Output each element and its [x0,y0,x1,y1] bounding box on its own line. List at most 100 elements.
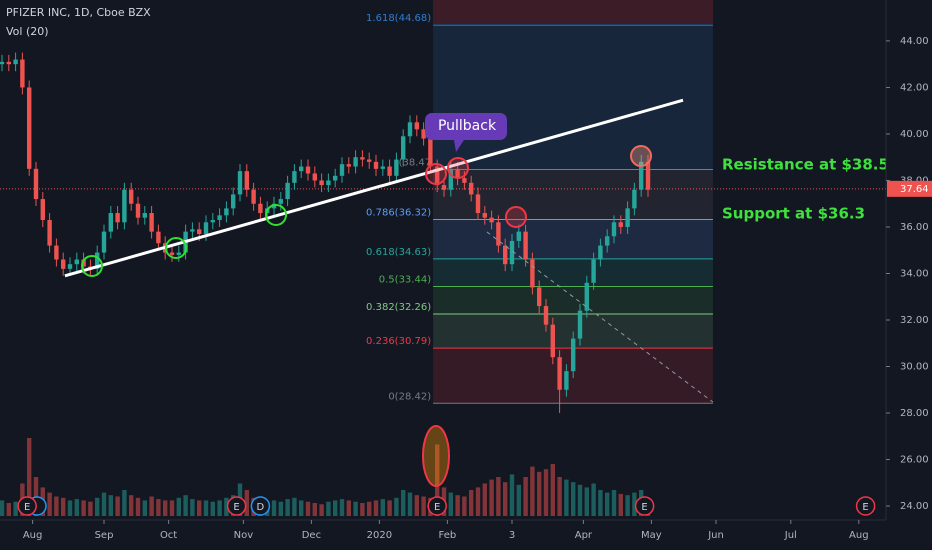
candle-body [203,222,209,234]
candle-body [101,231,107,253]
candle-body [312,173,317,181]
candle-body [530,259,535,288]
fib-label: 0.236(30.79) [366,336,431,347]
x-tick-label: Jun [707,530,724,541]
candle-body [61,259,66,269]
candle-body [401,136,406,160]
volume-bar [373,500,379,516]
high-circle [447,157,469,179]
fib-label: 0.382(32.26) [366,302,431,313]
volume-bar [571,482,576,516]
candle-body [448,168,453,190]
event-label: E [233,502,239,513]
callout-bubble [425,113,507,152]
volume-bar [203,500,209,516]
event-label: E [24,502,30,513]
candle-body [435,166,440,186]
y-tick-label: 26.00 [900,455,929,466]
candle-body [156,231,161,244]
candle-body [33,168,39,200]
fib-band [433,286,713,314]
volume-bar [95,497,100,516]
volume-bar [169,500,175,516]
candle-body [285,182,290,200]
candle-body [455,168,460,179]
event-marker [634,496,655,516]
candle-body [217,215,222,220]
candle-body [373,161,379,169]
volume-bar [88,501,93,516]
candle-body [20,59,25,88]
last-price-tag [887,180,932,197]
candle-body [40,199,45,220]
volume-bar [448,492,453,516]
candle-body [122,189,127,223]
event-marker [855,496,876,516]
candle-body [475,194,481,214]
volume-bar [135,497,141,516]
candle-body [387,166,392,176]
candle-body [462,178,467,183]
volume-bar [13,501,18,516]
candle-body [27,87,32,169]
volume-bar [312,503,317,516]
volume-bar [190,499,195,516]
volume-bar [591,483,596,516]
volume-bar [584,487,589,516]
volume-bar [74,499,79,516]
volume-bar [197,500,202,516]
volume-bar [489,479,494,516]
volume-bar [482,483,487,516]
volume-bar [353,501,358,516]
x-tick-label: Sep [95,530,114,541]
volume-bar [360,503,365,516]
candle-body [564,371,569,390]
event-label: D [257,502,265,513]
x-tick-label: Nov [234,530,254,541]
candle-body [299,166,304,172]
candle-body [394,159,399,176]
candle-body [169,252,175,255]
candle-body [0,61,5,65]
candle-body [135,203,141,218]
event-marker [17,496,37,516]
candle-body [523,231,528,260]
candle-body [67,264,73,269]
candle-body [380,166,385,169]
volume-bar [380,499,385,516]
candle-body [639,161,644,190]
candle-body [503,245,508,265]
volume-bar [598,490,603,516]
volume-bar [156,499,161,516]
trendline [64,98,684,278]
candle-body [190,229,195,232]
candle-body [360,157,365,160]
callout-text: Pullback [438,118,497,134]
candle-body [129,189,134,204]
volume-bar [333,500,338,516]
candle-body [95,252,100,269]
volume-bar [421,496,426,516]
volume-bar [503,482,508,516]
volume-bar [346,500,351,516]
volume-bar [163,500,168,516]
volume-bar [292,497,297,516]
volume-bar [394,497,399,516]
candle-body [115,213,120,223]
volume-bar [27,438,32,516]
candle-body [346,164,351,167]
candle-body [13,59,18,65]
volume-bar [577,484,583,516]
x-tick-label: Aug [849,530,869,541]
candle-body [537,287,542,307]
volume-bar [550,464,555,516]
volume-bar [557,477,562,516]
volume-ellipse [422,425,450,487]
volume-bar [543,469,549,516]
volume-bar [564,479,569,516]
candle-body [244,171,249,190]
fib-label: 0(28.42) [388,391,431,402]
candle-body [231,194,236,209]
candle-body [237,171,243,195]
